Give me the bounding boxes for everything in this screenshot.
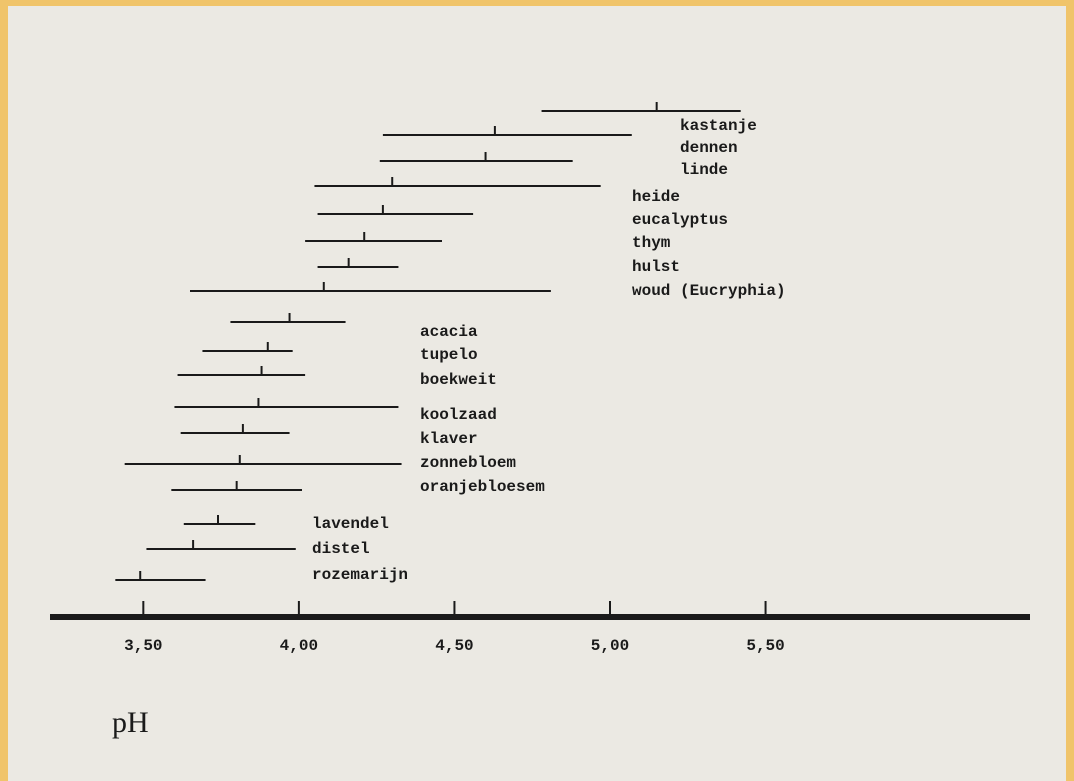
category-label: linde <box>680 161 728 179</box>
category-label: dennen <box>680 139 738 157</box>
category-label: zonnebloem <box>420 454 516 472</box>
x-tick-label: 5,50 <box>746 637 784 655</box>
category-label: woud (Eucryphia) <box>632 282 786 300</box>
category-label: lavendel <box>312 515 389 533</box>
category-label: eucalyptus <box>632 211 728 229</box>
category-label: klaver <box>420 430 478 448</box>
x-tick-label: 5,00 <box>591 637 629 655</box>
category-label: rozemarijn <box>312 566 408 584</box>
category-label: heide <box>632 188 680 206</box>
x-tick-label: 4,00 <box>280 637 318 655</box>
category-label: hulst <box>632 258 680 276</box>
x-axis-title: pH <box>112 706 149 739</box>
category-label: acacia <box>420 323 478 341</box>
category-label: tupelo <box>420 346 478 364</box>
category-label: kastanje <box>680 117 757 135</box>
category-label: boekweit <box>420 371 497 389</box>
category-label: oranjebloesem <box>420 478 545 496</box>
category-label: distel <box>312 540 370 558</box>
page: {"chart_data": { "type": "range", "x_lab… <box>0 0 1074 781</box>
paper <box>8 6 1066 781</box>
chart: pH 3,50 4,00 4,50 5,00 5,50 kastanje dennen lin… <box>0 0 1074 781</box>
x-tick-label: 3,50 <box>124 637 162 655</box>
x-tick-label: 4,50 <box>435 637 473 655</box>
category-label: thym <box>632 234 671 252</box>
category-label: koolzaad <box>420 406 497 424</box>
